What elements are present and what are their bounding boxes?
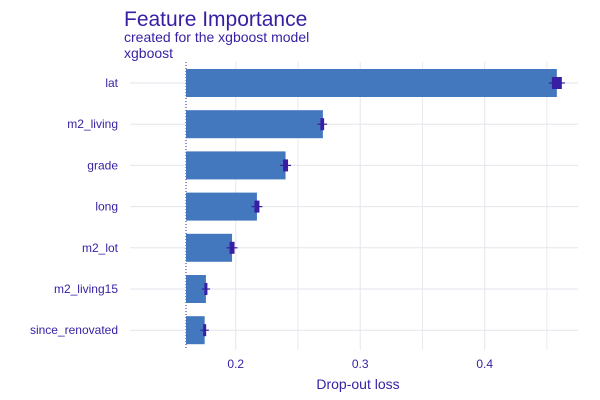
y-tick-label: m2_living15 xyxy=(54,282,118,296)
x-tick-label: 0.4 xyxy=(476,357,493,371)
bar-m2_living15 xyxy=(186,275,206,303)
x-axis-tick-labels: 0.2 0.3 0.4 xyxy=(227,357,493,371)
y-tick-label: lat xyxy=(105,76,118,90)
x-tick-label: 0.3 xyxy=(352,357,369,371)
bar-m2_living xyxy=(186,110,323,139)
x-tick-label: 0.2 xyxy=(227,357,244,371)
x-axis-title: Drop-out loss xyxy=(316,376,399,392)
chart-title: Feature Importance xyxy=(124,8,307,31)
chart-subtitle: created for the xgboost model xyxy=(124,29,309,45)
error-bars xyxy=(200,77,565,337)
bar-m2_lot xyxy=(186,233,233,262)
bars xyxy=(186,69,557,345)
bar-since_renovated xyxy=(186,316,205,345)
y-tick-label: since_renovated xyxy=(30,323,118,337)
bar-grade xyxy=(186,151,286,180)
bar-long xyxy=(186,192,257,221)
y-tick-label: long xyxy=(95,200,118,214)
model-label: xgboost xyxy=(124,45,173,61)
y-tick-label: grade xyxy=(87,158,118,172)
y-tick-label: m2_living xyxy=(67,117,118,131)
y-tick-label: m2_lot xyxy=(82,241,119,255)
bar-lat xyxy=(186,69,557,97)
